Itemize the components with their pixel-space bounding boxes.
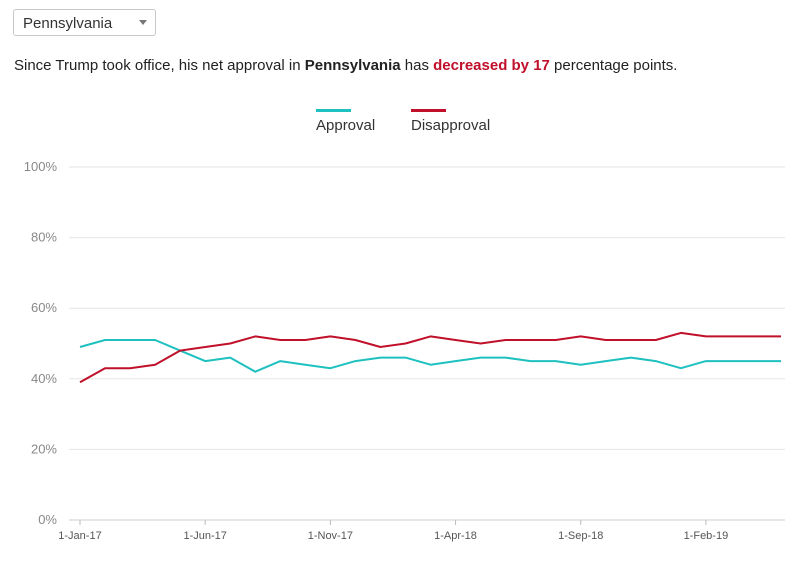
legend-swatch-disapproval xyxy=(411,109,446,112)
state-select[interactable]: Pennsylvania xyxy=(13,9,156,36)
y-tick-label: 20% xyxy=(31,441,57,456)
y-tick-label: 100% xyxy=(24,159,58,174)
summary-change: decreased by 17 xyxy=(433,57,550,74)
chevron-down-icon xyxy=(139,20,147,25)
y-tick-label: 40% xyxy=(31,371,57,386)
x-tick-label: 1-Sep-18 xyxy=(558,530,603,542)
state-select-value: Pennsylvania xyxy=(23,15,113,32)
summary-state: Pennsylvania xyxy=(304,57,401,74)
legend-swatch-approval xyxy=(316,109,351,112)
legend-label-approval: Approval xyxy=(316,117,376,134)
legend-label-disapproval: Disapproval xyxy=(411,117,491,134)
x-tick-label: 1-Apr-18 xyxy=(434,530,477,542)
disapproval-line xyxy=(79,331,781,384)
y-tick-label: 60% xyxy=(31,300,57,315)
summary-middle: has xyxy=(400,57,434,74)
y-tick-label: 0% xyxy=(38,512,57,527)
summary-sentence: Since Trump took office, his net approva… xyxy=(14,57,677,74)
y-tick-label: 80% xyxy=(31,230,57,245)
x-tick-label: 1-Jun-17 xyxy=(183,530,226,542)
x-tick-label: 1-Nov-17 xyxy=(308,530,353,542)
x-tick-label: 1-Jan-17 xyxy=(58,530,101,542)
summary-suffix: percentage points. xyxy=(549,57,678,74)
summary-prefix: Since Trump took office, his net approva… xyxy=(14,57,305,74)
approval-line xyxy=(79,339,781,373)
x-tick-label: 1-Feb-19 xyxy=(684,530,729,542)
